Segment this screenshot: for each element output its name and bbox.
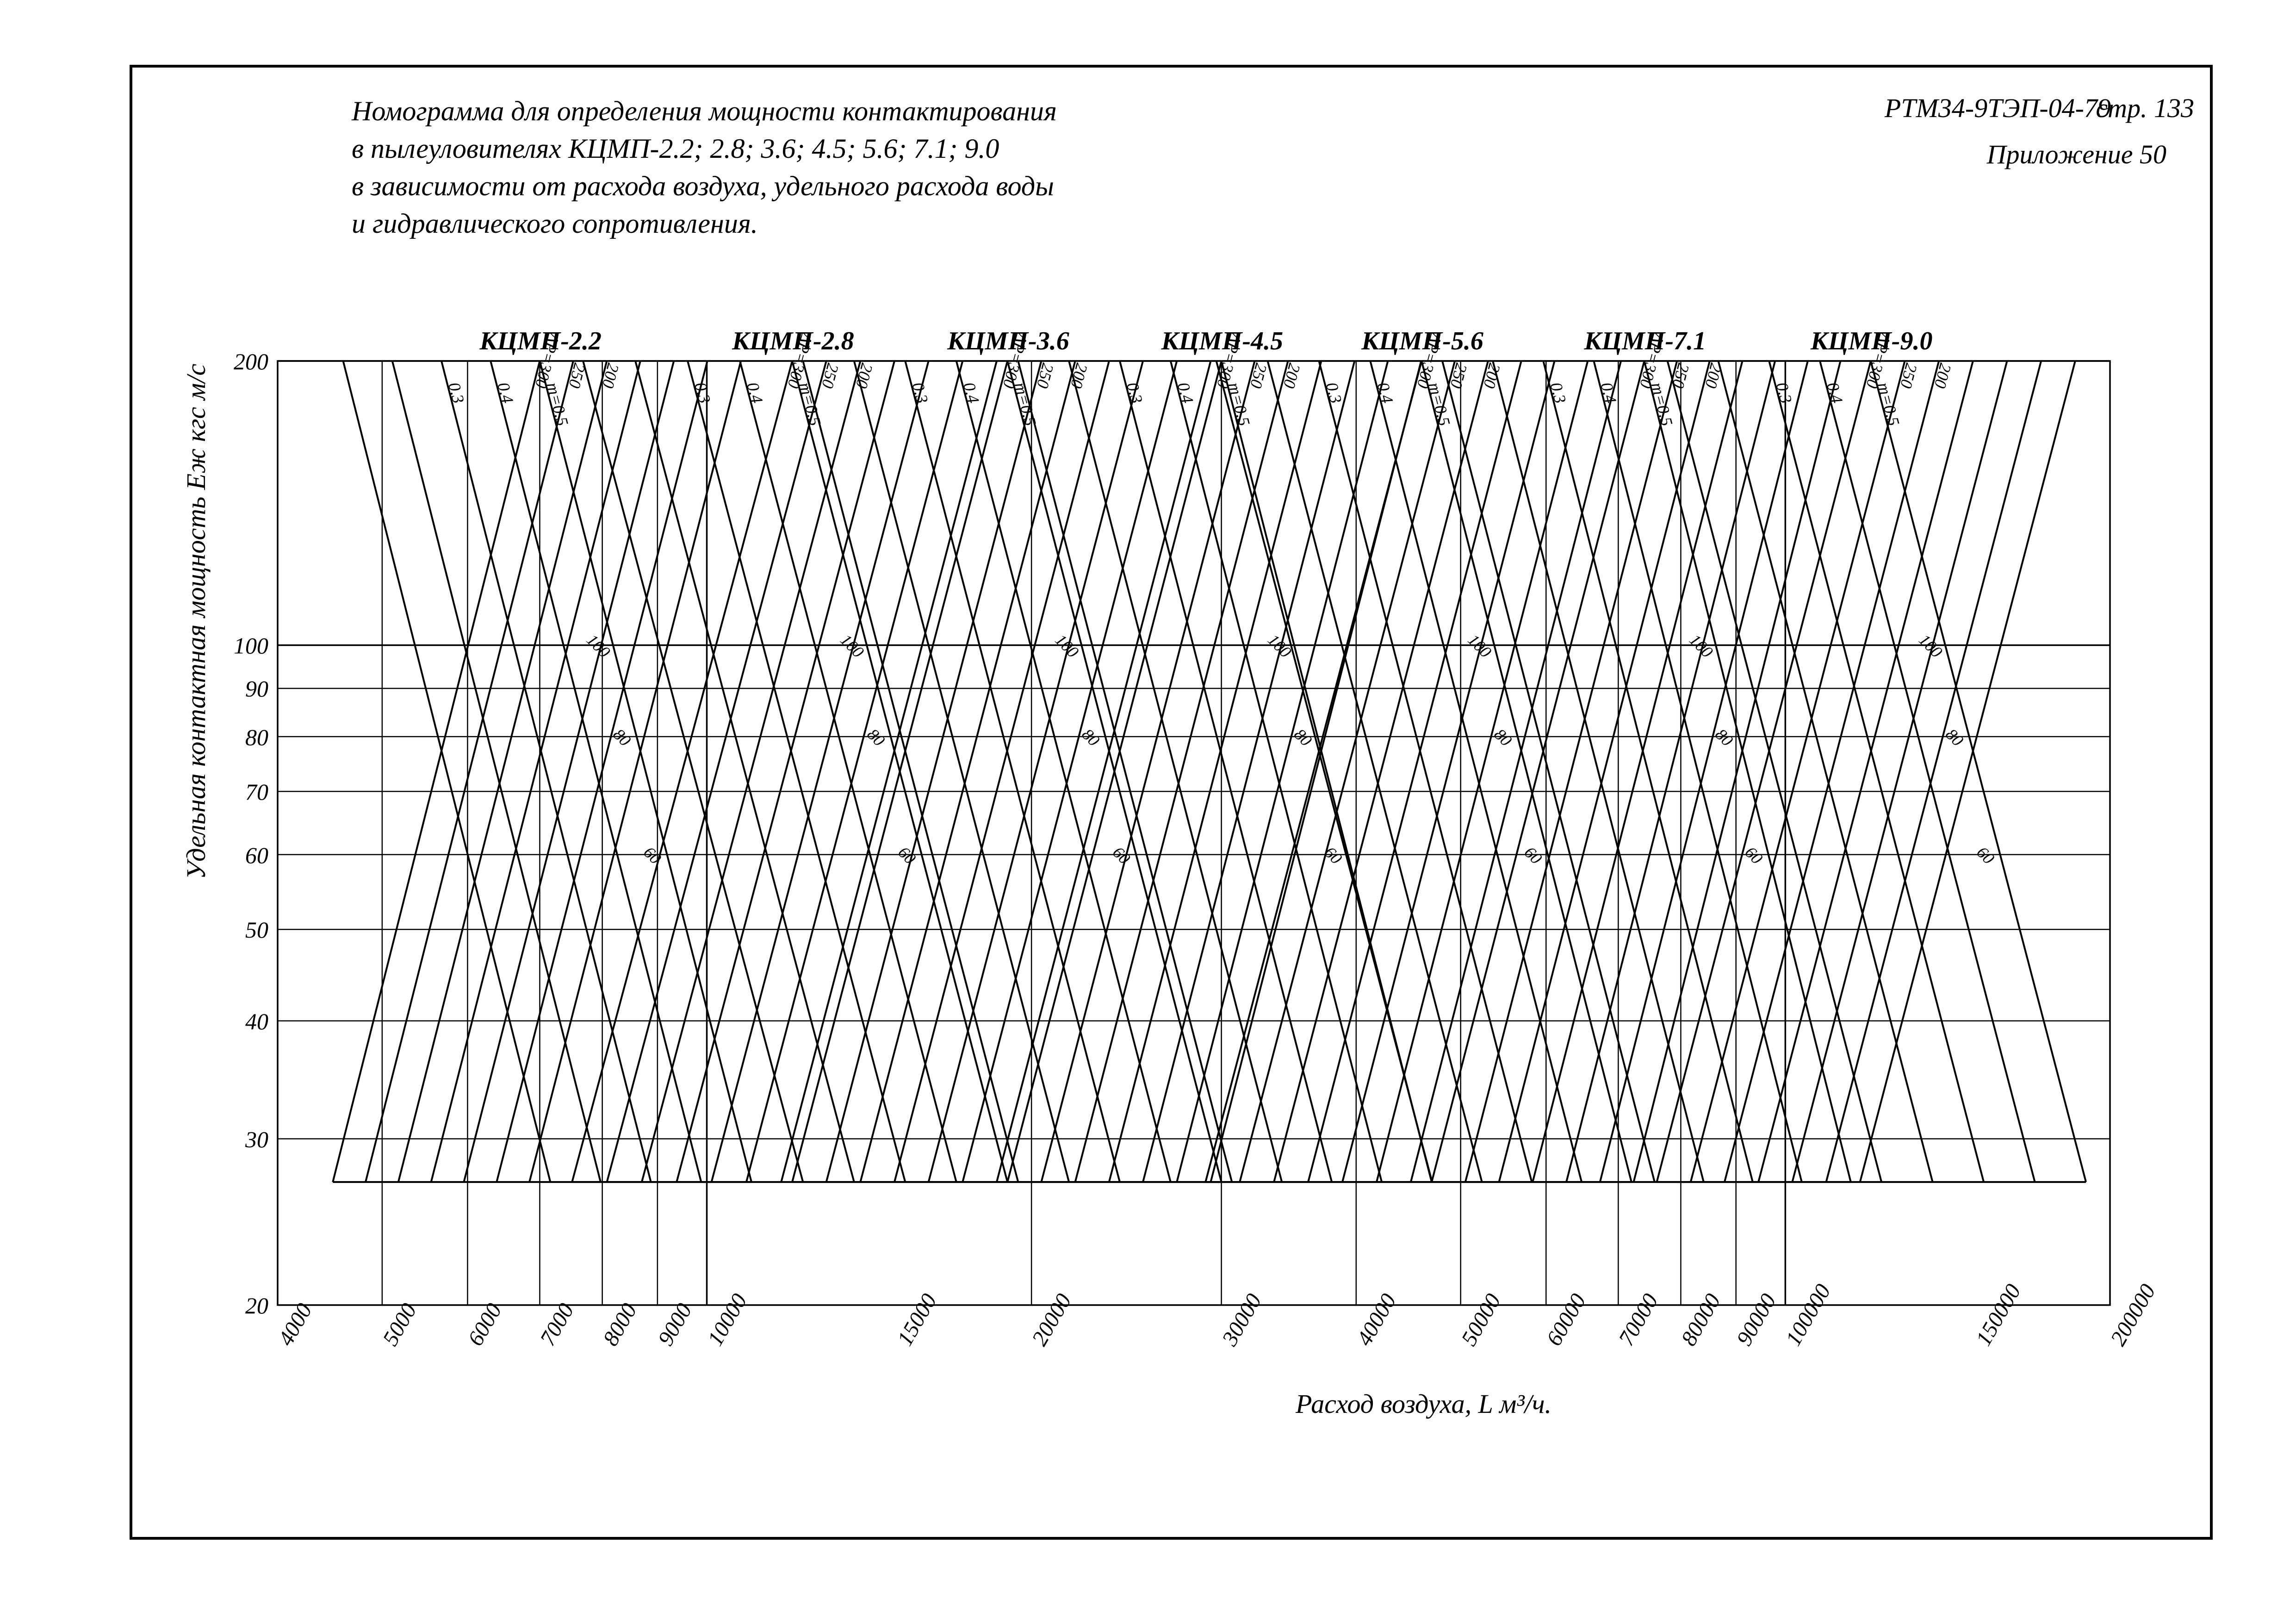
- svg-text:0.4: 0.4: [1823, 380, 1846, 405]
- svg-text:0.3: 0.3: [909, 380, 932, 405]
- svg-text:0.4: 0.4: [494, 380, 517, 405]
- svg-text:80: 80: [1942, 725, 1967, 750]
- title-line: в зависимости от расхода воздуха, удельн…: [352, 168, 1462, 205]
- svg-text:250: 250: [818, 361, 843, 390]
- y-axis-label: Удельная контактная мощность Еж кгс м/с: [180, 364, 211, 879]
- svg-text:60: 60: [1741, 843, 1766, 868]
- svg-text:80: 80: [864, 725, 889, 750]
- y-tick-label: 20: [222, 1292, 268, 1319]
- y-tick-label: 70: [222, 778, 268, 805]
- title-block: Номограмма для определения мощности конт…: [352, 93, 1462, 243]
- svg-text:0.3: 0.3: [1547, 380, 1570, 405]
- svg-text:60: 60: [1973, 843, 1998, 868]
- group-label: КЦМП-4.5: [1161, 326, 1284, 356]
- svg-text:80: 80: [1291, 725, 1316, 750]
- title-line: и гидравлического сопротивления.: [352, 205, 1462, 243]
- y-tick-label: 200: [222, 348, 268, 375]
- svg-text:0.3: 0.3: [1123, 380, 1146, 405]
- y-tick-label: 90: [222, 675, 268, 702]
- svg-text:100: 100: [837, 630, 867, 661]
- title-line: Номограмма для определения мощности конт…: [352, 93, 1462, 130]
- group-label: КЦМП-7.1: [1584, 326, 1706, 356]
- y-tick-label: 100: [222, 632, 268, 659]
- y-tick-label: 80: [222, 724, 268, 751]
- chart-area: m=0.50.40.3ΔP=3002502001008060m=0.50.40.…: [259, 333, 2128, 1407]
- svg-text:60: 60: [1109, 843, 1134, 868]
- svg-text:60: 60: [1521, 843, 1546, 868]
- group-label: КЦМП-2.8: [732, 326, 854, 356]
- title-line: в пылеуловителях КЦМП-2.2; 2.8; 3.6; 4.5…: [352, 130, 1462, 168]
- svg-text:250: 250: [565, 361, 589, 390]
- group-label: КЦМП-2.2: [479, 326, 602, 356]
- svg-text:250: 250: [1033, 361, 1057, 390]
- svg-text:60: 60: [894, 843, 919, 868]
- svg-text:100: 100: [1464, 630, 1495, 661]
- group-label: КЦМП-9.0: [1811, 326, 1933, 356]
- group-label: КЦМП-3.6: [947, 326, 1069, 356]
- nomogram-svg: m=0.50.40.3ΔP=3002502001008060m=0.50.40.…: [259, 333, 2128, 1407]
- svg-text:0.3: 0.3: [445, 380, 468, 405]
- page-root: РТМ34-9ТЭП-04-79 стр. 133 Приложение 50 …: [0, 0, 2296, 1623]
- svg-text:200: 200: [1280, 361, 1304, 390]
- appendix-label: Приложение 50: [1987, 139, 2166, 170]
- svg-text:100: 100: [1915, 630, 1946, 661]
- svg-text:250: 250: [1247, 361, 1271, 390]
- svg-text:100: 100: [583, 630, 614, 661]
- svg-text:0.3: 0.3: [691, 380, 714, 405]
- y-tick-label: 50: [222, 916, 268, 943]
- svg-text:100: 100: [1052, 630, 1082, 661]
- y-tick-label: 60: [222, 842, 268, 869]
- svg-text:200: 200: [1480, 361, 1504, 390]
- group-label: КЦМП-5.6: [1361, 326, 1483, 356]
- y-tick-label: 40: [222, 1008, 268, 1035]
- svg-text:250: 250: [1897, 361, 1921, 390]
- svg-text:0.3: 0.3: [1322, 380, 1346, 405]
- svg-text:250: 250: [1446, 361, 1471, 390]
- svg-text:0.4: 0.4: [960, 380, 983, 405]
- svg-text:250: 250: [1669, 361, 1693, 390]
- svg-text:0.3: 0.3: [1773, 380, 1796, 405]
- y-tick-label: 30: [222, 1126, 268, 1153]
- page-number: стр. 133: [2096, 93, 2194, 124]
- svg-text:200: 200: [1930, 361, 1955, 390]
- svg-text:0.4: 0.4: [1174, 380, 1197, 405]
- svg-text:80: 80: [1078, 725, 1103, 750]
- svg-text:0.4: 0.4: [1597, 380, 1620, 405]
- svg-text:100: 100: [1686, 630, 1716, 661]
- svg-text:0.4: 0.4: [743, 380, 766, 405]
- document-id: РТМ34-9ТЭП-04-79: [1885, 93, 2111, 124]
- svg-text:80: 80: [1490, 725, 1515, 750]
